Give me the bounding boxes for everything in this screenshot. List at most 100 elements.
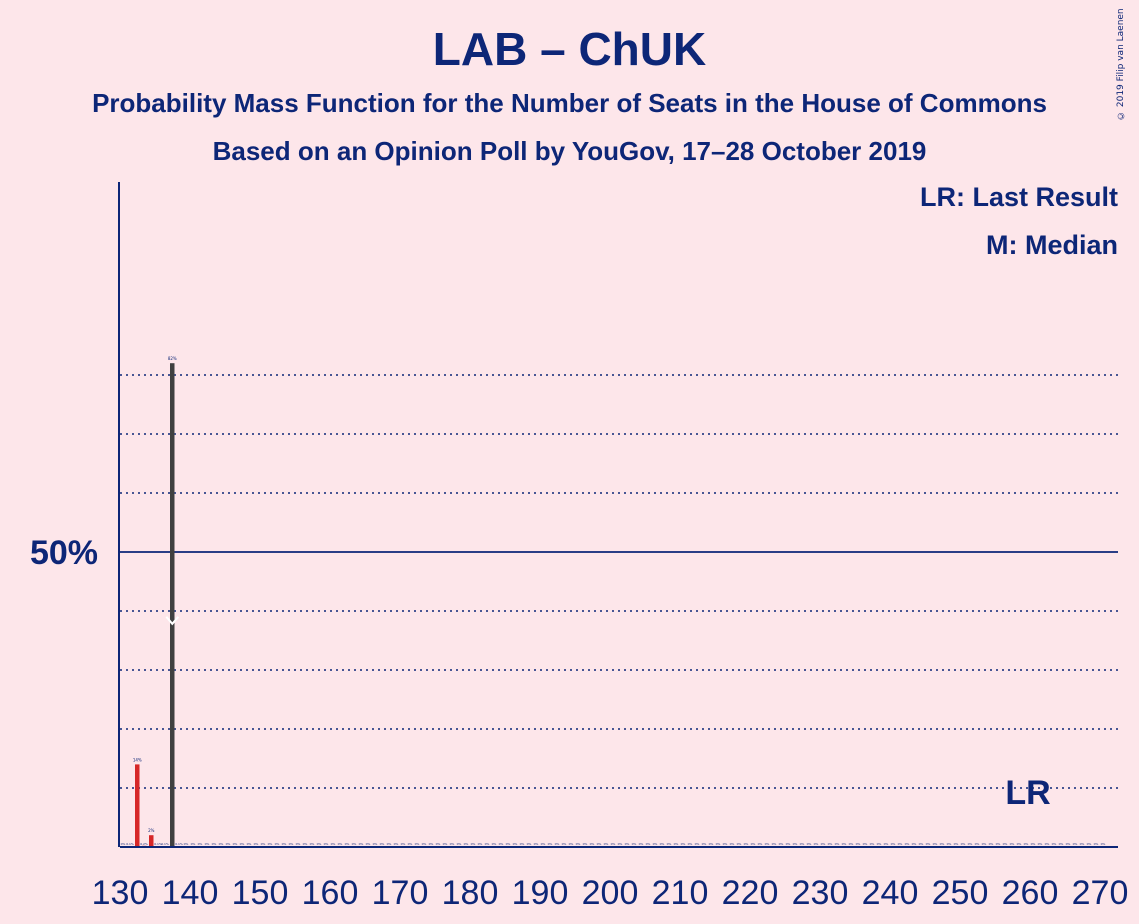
bar-label-239: 0% [884,842,889,846]
x-tick-label-180: 180 [442,874,499,912]
bar-label-247: 0% [940,842,945,846]
bar-label-215: 0% [716,842,721,846]
bar-label-153: 0% [282,842,287,846]
bar-label-187: 0% [520,842,525,846]
bar-label-236: 0% [863,842,868,846]
bar-label-210: 0% [681,842,686,846]
bar-label-167: 0% [380,842,385,846]
bar-label-137: 82% [168,356,177,361]
bar-label-213: 0% [702,842,707,846]
bar-label-197: 0% [590,842,595,846]
bar-label-143: 0% [212,842,217,846]
bar-label-199: 0% [604,842,609,846]
bar-label-172: 0% [415,842,420,846]
x-tick-label-240: 240 [862,874,919,912]
bar-label-165: 0% [366,842,371,846]
bar-label-179: 0% [464,842,469,846]
bar-label-257: 0% [1010,842,1015,846]
bar-label-259: 0% [1024,842,1029,846]
x-tick-label-210: 210 [652,874,709,912]
bar-label-147: 0% [240,842,245,846]
x-tick-label-270: 270 [1072,874,1129,912]
bar-label-230: 0% [821,842,826,846]
bar-label-145: 0% [226,842,231,846]
bar-label-260: 0% [1031,842,1036,846]
bar-label-216: 0% [723,842,728,846]
bar-label-242: 0% [905,842,910,846]
bar-label-225: 0% [786,842,791,846]
bar-label-251: 0% [968,842,973,846]
bar-label-132: 14% [133,757,142,762]
bar-label-269: 0% [1094,842,1099,846]
bar-label-185: 0% [506,842,511,846]
bar-label-214: 0% [709,842,714,846]
bar-label-268: 0% [1087,842,1092,846]
bar-label-238: 0% [877,842,882,846]
bar-label-235: 0% [856,842,861,846]
bar-label-154: 0% [289,842,294,846]
bar-label-151: 0% [268,842,273,846]
bar-label-254: 0% [989,842,994,846]
chart-subtitle-2: Based on an Opinion Poll by YouGov, 17–2… [212,136,927,166]
bar-label-241: 0% [898,842,903,846]
last-result-label: LR [1005,774,1050,812]
bar-label-234: 0% [849,842,854,846]
bar-label-264: 0% [1059,842,1064,846]
bar-label-149: 0% [254,842,259,846]
bar-label-131: 0.1% [126,842,134,846]
bar-label-217: 0% [730,842,735,846]
bar-label-146: 0% [233,842,238,846]
bar-label-224: 0% [779,842,784,846]
bar-label-240: 0% [891,842,896,846]
bar-label-174: 0% [429,842,434,846]
bar-label-196: 0% [583,842,588,846]
bar-label-173: 0% [422,842,427,846]
bar-label-250: 0% [961,842,966,846]
bar-label-175: 0% [436,842,441,846]
bar-label-144: 0% [219,842,224,846]
bar-label-166: 0% [373,842,378,846]
chart-title: LAB – ChUK [432,23,707,75]
bar-label-249: 0% [954,842,959,846]
bar-label-183: 0% [492,842,497,846]
bar-label-266: 0% [1073,842,1078,846]
x-tick-label-250: 250 [932,874,989,912]
bar-label-231: 0% [828,842,833,846]
bar-label-228: 0% [807,842,812,846]
legend-last-result: LR: Last Result [919,182,1118,212]
bar-label-226: 0% [793,842,798,846]
bar-label-162: 0% [345,842,350,846]
bar-label-138: 0.1% [175,842,183,846]
bar-label-141: 0% [198,842,203,846]
bar-label-204: 0% [639,842,644,846]
bar-label-223: 0% [772,842,777,846]
bar-label-168: 0% [387,842,392,846]
bar-label-193: 0% [562,842,567,846]
bar-137 [170,363,175,847]
x-tick-label-190: 190 [512,874,569,912]
bar-label-163: 0% [352,842,357,846]
bar-label-267: 0% [1080,842,1085,846]
bar-label-192: 0% [555,842,560,846]
bar-label-212: 0% [695,842,700,846]
bar-label-256: 0% [1003,842,1008,846]
bar-label-159: 0% [324,842,329,846]
bar-label-191: 0% [548,842,553,846]
bar-label-186: 0% [513,842,518,846]
bar-label-155: 0% [296,842,301,846]
bar-label-233: 0% [842,842,847,846]
bar-label-243: 0% [912,842,917,846]
bar-label-201: 0% [618,842,623,846]
bar-label-229: 0% [814,842,819,846]
bar-label-134: 2% [148,828,155,833]
bar-label-248: 0% [947,842,952,846]
bar-label-227: 0% [800,842,805,846]
bar-label-164: 0% [359,842,364,846]
bar-label-190: 0% [541,842,546,846]
bar-label-252: 0% [975,842,980,846]
bar-label-205: 0% [646,842,651,846]
bar-label-206: 0% [653,842,658,846]
bar-label-139: 0% [184,842,189,846]
bar-label-207: 0% [660,842,665,846]
bar-label-261: 0% [1038,842,1043,846]
